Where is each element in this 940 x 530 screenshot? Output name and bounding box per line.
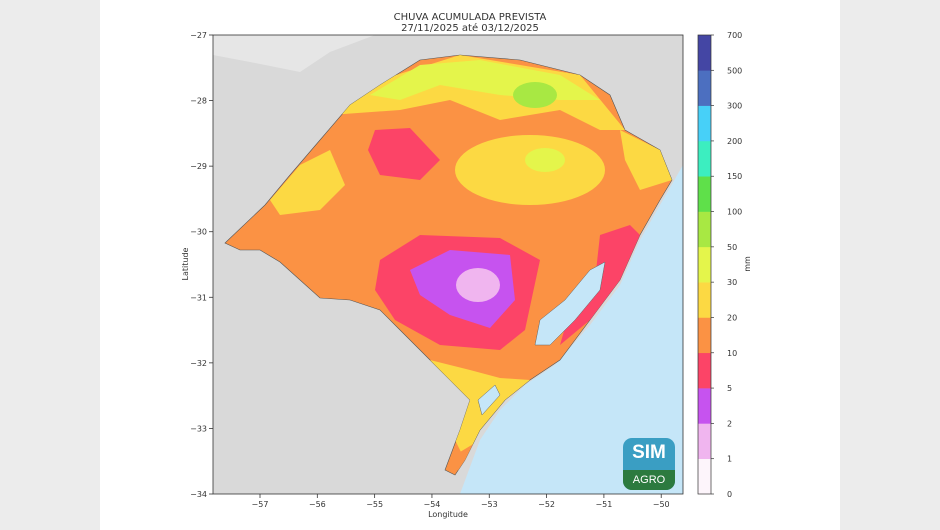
colorbar-tick-label: 1: [727, 455, 732, 464]
colorbar-bin: [698, 35, 711, 71]
logo-agro-text: AGRO: [623, 470, 675, 490]
colorbar-tick-label: 300: [727, 102, 742, 111]
colorbar-bin: [698, 352, 711, 389]
colorbar-bin: [698, 140, 711, 177]
y-tick-label: −34: [190, 490, 207, 499]
colorbar-tick-label: 30: [727, 278, 737, 287]
ocean: [460, 165, 683, 494]
colorbar-bin: [698, 246, 711, 283]
colorbar-bin: [698, 211, 711, 248]
colorbar-tick-label: 0: [727, 490, 732, 499]
x-tick-label: −57: [252, 500, 269, 509]
map-frame: [212, 34, 684, 495]
colorbar-bin: [698, 388, 711, 424]
x-axis-label: Longitude: [428, 510, 468, 519]
map-title: CHUVA ACUMULADA PREVISTA 27/11/2025 até …: [0, 12, 940, 34]
y-axis: −27 −28 −29 −30 −31 −32 −33 −34: [190, 31, 213, 499]
y-tick-label: −29: [190, 162, 207, 171]
x-axis: −57 −56 −55 −54 −53 −52 −51 −50: [252, 494, 670, 509]
colorbar-label: mm: [743, 256, 752, 272]
colorbar-bin: [698, 70, 711, 106]
x-tick-label: −53: [481, 500, 498, 509]
colorbar-tick-label: 5: [727, 384, 732, 393]
logo-sim-text: SIM: [632, 442, 666, 463]
colorbar-bin: [698, 423, 711, 459]
lagoa-mirim: [477, 384, 501, 416]
colorbar-bin: [698, 176, 711, 212]
colorbar-bin: [698, 282, 711, 318]
x-tick-label: −51: [595, 500, 612, 509]
y-tick-label: −27: [190, 31, 207, 40]
colorbar-tick-label: 500: [727, 66, 742, 75]
y-tick-label: −28: [190, 97, 207, 106]
colorbar-tick-label: 2: [727, 419, 732, 428]
colorbar-tick-label: 100: [727, 208, 742, 217]
colorbar-tick-label: 20: [727, 313, 737, 322]
colorbar-bin: [698, 458, 711, 495]
y-tick-label: −32: [190, 359, 207, 368]
colorbar-tick-label: 200: [727, 137, 742, 146]
colorbar-tick-label: 700: [727, 31, 742, 40]
y-tick-label: −30: [190, 228, 207, 237]
x-tick-label: −55: [366, 500, 383, 509]
colorbar-bin: [698, 105, 711, 142]
x-tick-label: −50: [653, 500, 670, 509]
x-tick-label: −54: [424, 500, 441, 509]
sim-agro-logo: SIM AGRO: [623, 438, 675, 490]
colorbar-tick-label: 50: [727, 243, 737, 252]
x-tick-label: −56: [309, 500, 326, 509]
y-tick-label: −31: [190, 293, 207, 302]
colorbar-tick-label: 10: [727, 349, 737, 358]
y-axis-label: Latitude: [181, 247, 190, 280]
y-tick-label: −33: [190, 424, 207, 433]
colorbar-bin: [698, 317, 711, 354]
title-line-1: CHUVA ACUMULADA PREVISTA: [393, 12, 547, 23]
colorbar-tick-label: 150: [727, 172, 742, 181]
title-line-2: 27/11/2025 até 03/12/2025: [401, 23, 539, 34]
colorbar: 0 1 2 5 10 20 30 50 100 150 200 300 500 700: [697, 31, 742, 499]
colorbar-frame: [697, 34, 712, 495]
lagoa-dos-patos: [534, 261, 606, 346]
x-tick-label: −52: [538, 500, 555, 509]
argentina-area: [213, 35, 375, 72]
